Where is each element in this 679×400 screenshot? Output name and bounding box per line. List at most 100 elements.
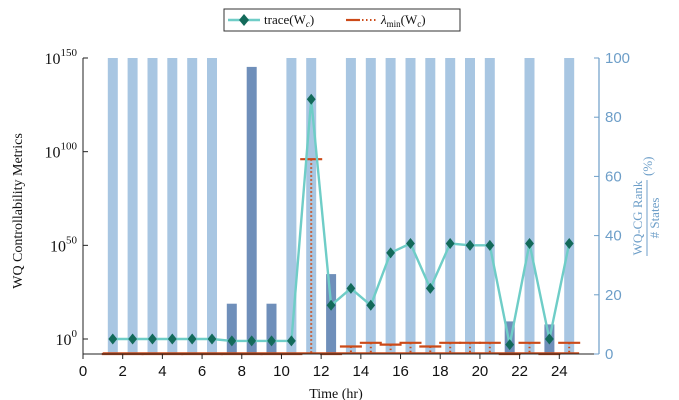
rank-bar xyxy=(107,58,118,354)
trace-point xyxy=(425,282,435,294)
y-right-tick-label: 0 xyxy=(605,346,613,363)
trace-point xyxy=(346,282,356,294)
legend-lambda-suffix: ) xyxy=(421,12,425,27)
rank-bar xyxy=(207,58,217,354)
trace-series xyxy=(108,93,574,351)
trace-point xyxy=(326,299,336,311)
rank-bar xyxy=(246,66,257,355)
trace-point xyxy=(108,333,118,345)
rank-bar xyxy=(504,321,515,354)
y-left-tick-label: 100 xyxy=(56,328,78,349)
trace-point xyxy=(286,335,296,347)
x-tick-label: 14 xyxy=(353,363,370,380)
y-right-label-denominator: # States xyxy=(647,198,662,239)
tick-exponent: 50 xyxy=(66,234,78,246)
x-tick-label: 8 xyxy=(238,363,246,380)
rank-bar xyxy=(484,58,495,354)
trace-line xyxy=(112,97,571,346)
legend-lambda-sub2: c xyxy=(417,19,421,29)
rank-bar xyxy=(147,58,158,354)
rank-bar xyxy=(187,58,198,354)
tick-exponent: 150 xyxy=(61,47,78,59)
x-tick-label: 18 xyxy=(432,363,449,380)
rank-bar xyxy=(405,58,416,354)
x-tick-label: 10 xyxy=(273,363,290,380)
rank-bar xyxy=(425,58,436,354)
legend-lambda-sub: min xyxy=(387,19,402,29)
y-axis-right-label: WQ-CG Rank # States (%) xyxy=(630,157,662,256)
y-right-tick-label: 100 xyxy=(605,50,630,67)
tick-base: 10 xyxy=(56,332,72,349)
trace-point xyxy=(505,339,515,351)
trace-point xyxy=(306,93,316,105)
y-left-tick-label: 1050 xyxy=(50,234,78,255)
y-right-tick-label: 20 xyxy=(605,287,622,304)
trace-point xyxy=(485,239,495,251)
rank-bars xyxy=(107,58,575,355)
x-axis-label: Time (hr) xyxy=(309,387,363,400)
legend-lambda-mid: (W xyxy=(401,12,418,27)
legend: trace(Wc) λmin(Wc) xyxy=(223,8,461,32)
x-tick-label: 6 xyxy=(198,363,206,380)
legend-trace-suffix: ) xyxy=(310,12,314,27)
trace-point xyxy=(406,237,415,249)
trace-point xyxy=(128,333,138,345)
trace-point xyxy=(386,247,396,259)
trace-point xyxy=(544,333,554,345)
rank-bar xyxy=(326,274,337,354)
x-tick-label: 16 xyxy=(392,363,409,380)
tick-exponent: 100 xyxy=(61,141,78,153)
legend-trace-sub: c xyxy=(306,19,310,29)
rank-bar xyxy=(127,58,138,354)
trace-point xyxy=(187,333,197,345)
rank-bar xyxy=(345,58,356,354)
x-tick-label: 24 xyxy=(551,363,568,380)
y-right-tick-label: 80 xyxy=(605,109,622,126)
rank-bar xyxy=(306,58,317,354)
legend-trace-marker xyxy=(239,14,249,26)
x-tick-label: 0 xyxy=(79,363,87,380)
y-right-tick-label: 60 xyxy=(605,168,622,185)
y-left-tick-label: 10100 xyxy=(45,141,78,162)
trace-point xyxy=(564,237,574,249)
legend-lambda-label: λ xyxy=(380,12,387,27)
x-tick-label: 22 xyxy=(511,363,528,380)
y-left-tick-label: 10150 xyxy=(45,47,78,68)
legend-box xyxy=(223,8,461,32)
trace-point xyxy=(227,335,237,347)
legend-lambda-label: λmin(Wc) xyxy=(380,12,426,29)
x-tick-label: 4 xyxy=(158,363,166,380)
trace-point xyxy=(525,237,534,249)
rank-bar xyxy=(445,58,456,354)
rank-bar xyxy=(465,58,475,354)
rank-bar xyxy=(266,303,277,354)
trace-point xyxy=(167,333,177,345)
tick-base: 10 xyxy=(50,238,66,255)
trace-point xyxy=(366,299,376,311)
trace-point xyxy=(207,333,217,345)
rank-bar xyxy=(385,58,396,354)
x-tick-label: 2 xyxy=(119,363,127,380)
trace-point xyxy=(267,335,276,347)
y-right-label-unit: (%) xyxy=(640,157,655,177)
tick-base: 10 xyxy=(45,51,61,68)
trace-point xyxy=(148,333,157,345)
rank-bar xyxy=(286,58,297,354)
legend-trace-label: trace(Wc) xyxy=(264,12,314,29)
tick-exponent: 0 xyxy=(72,328,78,340)
rank-bar xyxy=(365,58,376,354)
rank-bar xyxy=(226,303,237,354)
trace-point xyxy=(465,239,475,251)
x-tick-label: 12 xyxy=(313,363,330,380)
rank-bar xyxy=(564,58,575,354)
trace-point xyxy=(445,237,455,249)
legend-trace-label: trace(W xyxy=(264,12,307,27)
trace-point xyxy=(247,335,257,347)
rank-bar xyxy=(524,58,535,354)
rank-bar xyxy=(167,58,178,354)
y-right-label-numerator: WQ-CG Rank xyxy=(630,180,645,255)
y-axis-left-label: WQ Controllability Metrics xyxy=(11,133,26,289)
x-tick-label: 20 xyxy=(472,363,489,380)
